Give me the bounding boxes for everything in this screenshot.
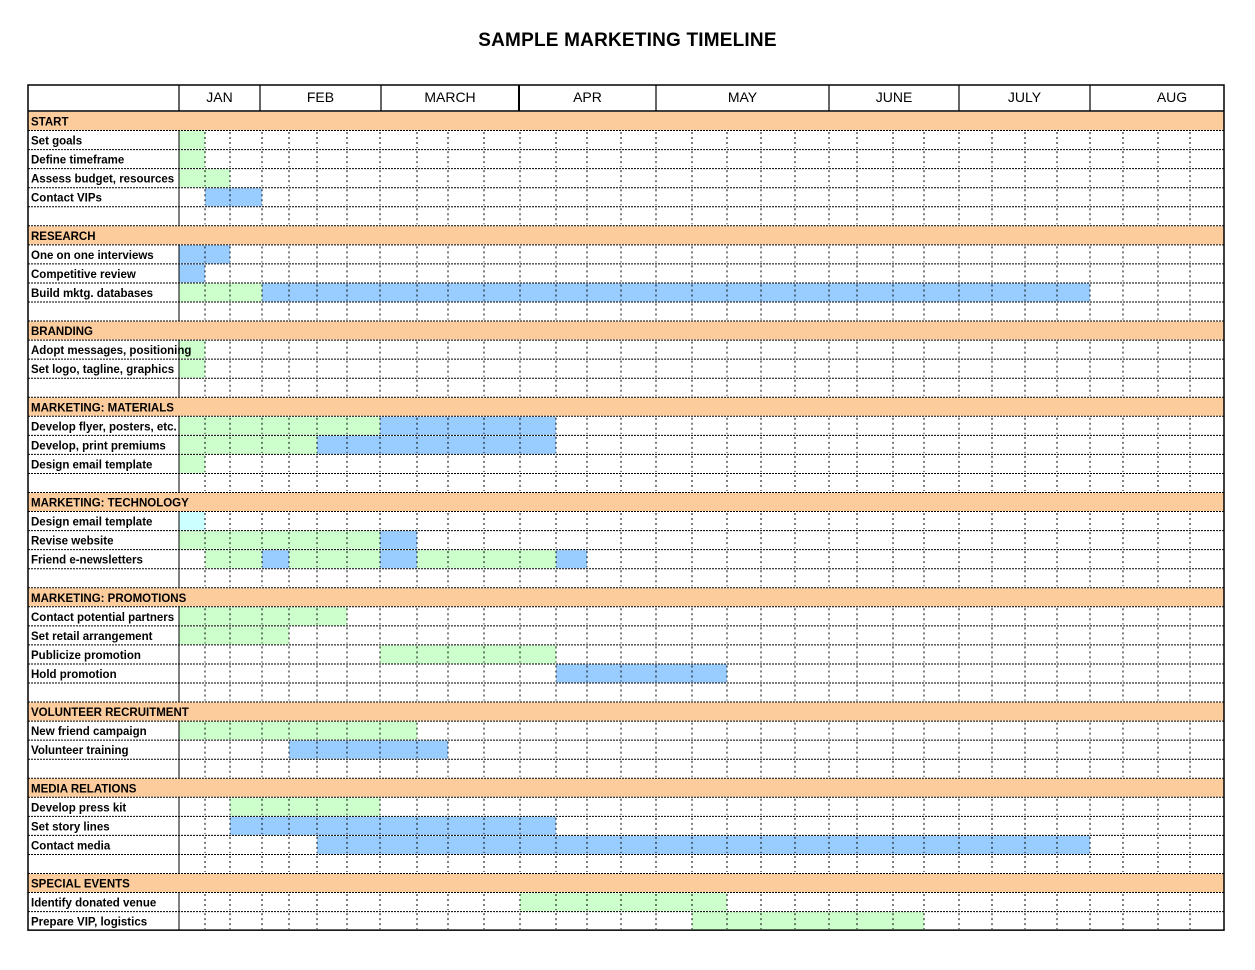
task-bar <box>179 283 262 302</box>
section-band <box>28 588 1224 607</box>
task-label: Set retail arrangement <box>31 631 153 643</box>
section-band <box>28 226 1224 245</box>
task-bar <box>179 131 205 150</box>
task-bar <box>380 531 417 550</box>
section-band <box>28 112 1224 131</box>
section-title: VOLUNTEER RECRUITMENT <box>31 707 189 719</box>
section-band <box>28 702 1224 721</box>
section-title: SPECIAL EVENTS <box>31 879 130 891</box>
task-bar <box>179 454 205 473</box>
task-label: Contact potential partners <box>31 612 174 624</box>
section-band <box>28 493 1224 512</box>
task-bar <box>520 893 727 912</box>
task-label: Publicize promotion <box>31 650 141 662</box>
section-title: MARKETING: PROMOTIONS <box>31 593 187 605</box>
task-bar <box>556 550 587 569</box>
section-title: BRANDING <box>31 326 93 338</box>
task-label: Set logo, tagline, graphics <box>31 364 174 376</box>
task-bar <box>262 550 289 569</box>
month-label: JAN <box>206 89 232 105</box>
task-bar <box>380 416 556 435</box>
task-label: Hold promotion <box>31 669 117 681</box>
task-bar <box>205 550 262 569</box>
task-label: Identify donated venue <box>31 898 156 910</box>
month-label: JUNE <box>876 89 913 105</box>
month-label: MARCH <box>424 89 475 105</box>
task-label: Build mktg. databases <box>31 288 153 300</box>
month-label: FEB <box>307 89 334 105</box>
task-label: Design email template <box>31 517 152 529</box>
task-bar <box>230 797 380 816</box>
section-title: MARKETING: TECHNOLOGY <box>31 498 189 510</box>
task-bar <box>205 188 262 207</box>
task-label: Set story lines <box>31 821 110 833</box>
task-bar <box>317 435 556 454</box>
task-bar <box>179 626 289 645</box>
month-label: AUG <box>1157 89 1187 105</box>
section-title: START <box>31 117 68 129</box>
task-bar <box>179 607 347 626</box>
month-label: JULY <box>1008 89 1042 105</box>
month-label: MAY <box>728 89 758 105</box>
table-border <box>27 84 1225 931</box>
task-bar <box>179 512 205 531</box>
section-title: MARKETING: MATERIALS <box>31 402 174 414</box>
section-title: RESEARCH <box>31 231 96 243</box>
task-label: Revise website <box>31 536 113 548</box>
task-bar <box>417 550 556 569</box>
task-bar <box>179 340 205 359</box>
task-bar <box>179 531 380 550</box>
task-label: Adopt messages, positioning <box>31 345 191 357</box>
task-label: Competitive review <box>31 269 136 281</box>
task-label: Define timeframe <box>31 155 124 167</box>
task-bar <box>556 664 727 683</box>
task-bar <box>179 359 205 378</box>
task-label: Friend e-newsletters <box>31 555 143 567</box>
task-label: Volunteer training <box>31 745 129 757</box>
task-label: Develop press kit <box>31 802 126 814</box>
task-bar <box>179 169 230 188</box>
task-label: Contact media <box>31 840 111 852</box>
task-bar <box>179 721 417 740</box>
task-bar <box>179 150 205 169</box>
task-bar <box>380 550 417 569</box>
task-bar <box>692 912 924 931</box>
task-bar <box>289 550 380 569</box>
section-band <box>28 321 1224 340</box>
task-bar <box>262 283 1090 302</box>
section-band <box>28 778 1224 797</box>
section-band <box>28 397 1224 416</box>
task-bar <box>317 835 1090 854</box>
month-label: APR <box>573 89 602 105</box>
task-label: Develop flyer, posters, etc. <box>31 421 177 433</box>
page-title: SAMPLE MARKETING TIMELINE <box>478 30 777 51</box>
task-label: New friend campaign <box>31 726 147 738</box>
task-bar <box>179 435 317 454</box>
task-label: Prepare VIP, logistics <box>31 917 147 929</box>
task-bar <box>289 740 448 759</box>
task-label: Contact VIPs <box>31 193 102 205</box>
section-band <box>28 874 1224 893</box>
section-title: MEDIA RELATIONS <box>31 783 137 795</box>
task-bar <box>179 416 380 435</box>
task-label: Design email template <box>31 459 152 471</box>
task-bar <box>230 816 556 835</box>
task-bar <box>179 245 230 264</box>
task-label: Develop, print premiums <box>31 440 166 452</box>
task-label: Set goals <box>31 136 82 148</box>
task-label: One on one interviews <box>31 250 154 262</box>
task-bar <box>179 264 205 283</box>
task-label: Assess budget, resources <box>31 174 174 186</box>
task-bar <box>380 645 556 664</box>
